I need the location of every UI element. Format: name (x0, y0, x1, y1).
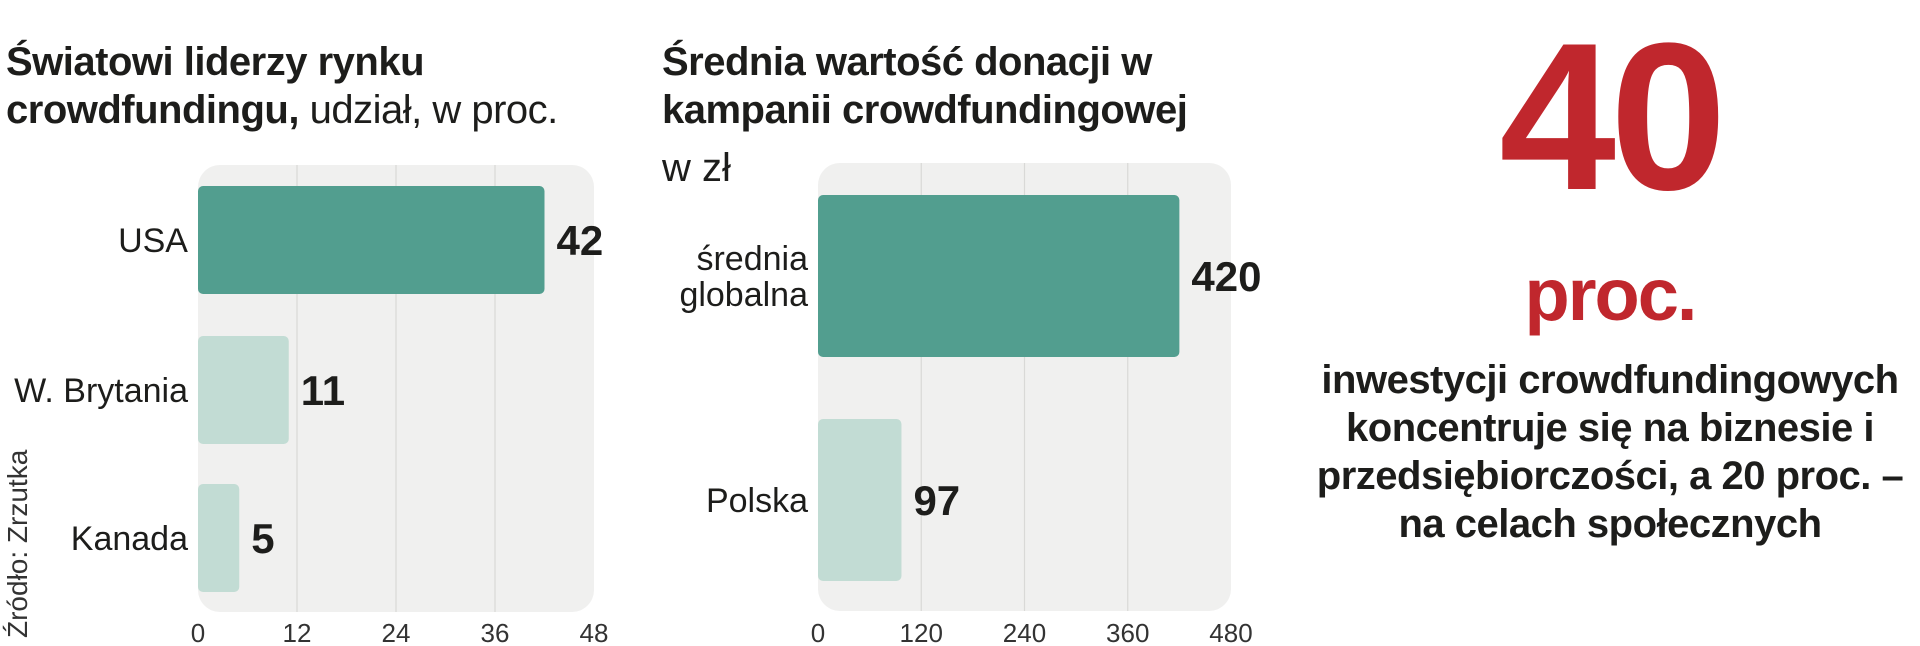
chart1-category-label: USA (118, 222, 188, 260)
highlight-number: 40 (1499, 0, 1727, 234)
chart2-bar (818, 419, 902, 581)
chart1-category-label: Kanada (71, 520, 188, 558)
chart2-title: Średnia wartość donacji w kampanii crowd… (662, 40, 1188, 132)
chart2-tick-label: 360 (1106, 618, 1149, 646)
chart1-value-label: 5 (251, 515, 274, 562)
chart2-tick-label: 0 (811, 618, 825, 646)
chart2-svg: 0 120 240 360 480 średnia globalna 420 Polska 97 (679, 163, 1261, 646)
chart1-tick-label: 36 (481, 618, 510, 646)
chart1-category-label: W. Brytania (14, 372, 188, 410)
chart2-tick-label: 120 (900, 618, 943, 646)
chart1-tick-label: 0 (191, 618, 205, 646)
highlight-unit: proc. (1524, 253, 1698, 336)
chart2-value-label: 97 (913, 477, 960, 524)
chart1-tick-label: 12 (283, 618, 312, 646)
chart2-category-label: średnia globalna (679, 240, 808, 314)
chart1-bar (198, 484, 240, 592)
chart2-value-label: 420 (1191, 253, 1261, 300)
chart1-value-label: 11 (301, 367, 345, 414)
highlight-caption: inwestycji crowdfundingowych koncentruje… (1316, 358, 1904, 546)
chart1-tick-label: 24 (382, 618, 411, 646)
chart1-bar (198, 186, 545, 294)
chart1-bar (198, 336, 289, 444)
chart1-value-label: 42 (557, 217, 604, 264)
chart2-category-label: Polska (706, 482, 808, 520)
chart2-unit: w zł (662, 146, 731, 190)
chart1-title-bold: Światowi liderzy rynku crowdfundingu, (6, 40, 425, 132)
chart1-tick-label: 48 (580, 618, 609, 646)
chart2-bar (818, 195, 1180, 357)
chart1-svg: 0 12 24 36 48 USA 42 W. Brytania 11 Kanada 5 (14, 165, 609, 646)
chart1-title: Światowi liderzy rynku crowdfundingu, ud… (6, 38, 626, 134)
chart1-subtitle: udział, w proc. (309, 88, 559, 132)
source-note: Źródło: Zrzutka (2, 449, 33, 638)
chart2-tick-label: 240 (1003, 618, 1046, 646)
chart2-tick-label: 480 (1209, 618, 1252, 646)
